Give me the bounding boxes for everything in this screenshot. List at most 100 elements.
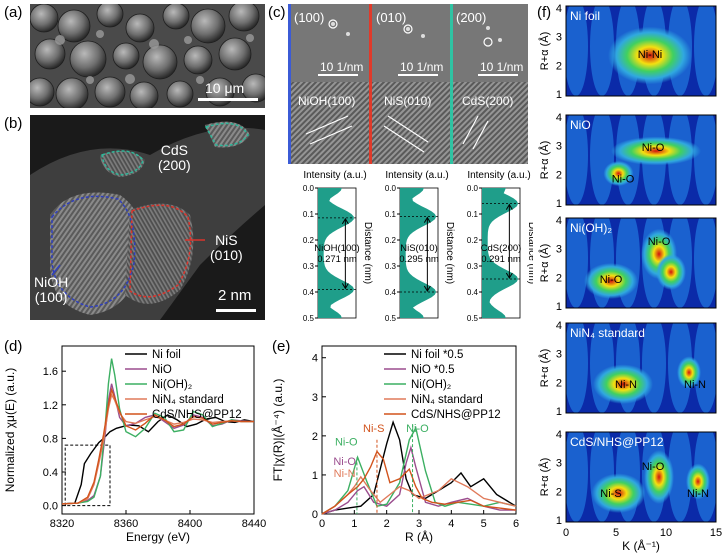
profile-tick-label: 0.1 bbox=[385, 210, 397, 219]
lattice-label-1: NiOH(100) bbox=[298, 94, 356, 108]
fft-scale-1: 10 1/nm bbox=[320, 60, 364, 74]
profile-distance: 0.295 nm bbox=[399, 254, 439, 265]
map-title: Ni foil bbox=[570, 9, 600, 23]
map-blobs bbox=[566, 115, 716, 205]
x-tick-label: 8360 bbox=[114, 518, 138, 530]
map-hotspot bbox=[686, 463, 710, 500]
map-y-tick-label: 1 bbox=[556, 198, 562, 210]
map-y-tick-label: 3 bbox=[556, 349, 562, 361]
fft-scalebar-2 bbox=[398, 74, 438, 76]
map-ripple bbox=[694, 218, 716, 308]
map-y-tick-label: 4 bbox=[556, 320, 562, 332]
series-line bbox=[61, 414, 255, 505]
cds-label: CdS (200) bbox=[158, 143, 191, 173]
map-y-tick-label: 2 bbox=[556, 486, 562, 498]
fft-scale-2: 10 1/nm bbox=[400, 60, 444, 74]
profile-distance: 0.291 nm bbox=[481, 254, 521, 265]
profile-arrowhead-top bbox=[341, 217, 349, 225]
panel-label-f: (f) bbox=[537, 4, 552, 21]
profile-arrowhead-bottom bbox=[505, 272, 513, 279]
sem-spheres bbox=[30, 4, 265, 108]
wavelet-maps: Ni foil Ni-Ni 1 2 3 4 R+α (Å) NiO Ni-O Ni-O 1 2 3 4 R+… bbox=[538, 3, 722, 553]
map-title: CdS/NHS@PP12 bbox=[570, 435, 664, 449]
peak-annotation: Ni-S bbox=[363, 423, 384, 435]
profile-tick-label: 0.4 bbox=[467, 288, 479, 297]
map-y-tick-label: 1 bbox=[556, 89, 562, 101]
x-tick-label: 4 bbox=[448, 518, 454, 530]
fft-plane-1: (100) bbox=[294, 10, 325, 25]
map-y-axis-label: R+α (Å) bbox=[538, 141, 551, 179]
peak-annotation: Ni-N bbox=[334, 468, 356, 480]
lattice-label-3: CdS(200) bbox=[462, 94, 514, 108]
map-x-axis-label: K (Å⁻¹) bbox=[622, 538, 660, 553]
series-line bbox=[321, 450, 517, 515]
legend-label: NiO bbox=[152, 364, 172, 376]
x-tick-label: 8440 bbox=[242, 518, 266, 530]
map-hotspot bbox=[611, 136, 701, 166]
map-ripple bbox=[590, 6, 614, 96]
profile-plots: Intensity (a.u.) NiOH(100)0.271 nm 0.0 0.1 0… bbox=[303, 170, 533, 323]
map-x-tick-label: 0 bbox=[563, 527, 569, 539]
map-y-axis-label: R+α (Å) bbox=[538, 458, 551, 496]
profile-distance: 0.271 nm bbox=[317, 254, 357, 265]
fft-plane-3: (200) bbox=[456, 10, 487, 25]
cds-label-name: CdS bbox=[160, 142, 188, 158]
legend-label: Ni foil bbox=[152, 349, 181, 361]
map-y-tick-label: 3 bbox=[556, 458, 562, 470]
map-hotspot bbox=[591, 473, 646, 513]
plot-frame bbox=[61, 345, 255, 515]
profile-tick-label: 0.2 bbox=[385, 236, 397, 245]
lattice-label-2: NiS(010) bbox=[384, 94, 432, 108]
profile-xlabel: Intensity (a.u.) bbox=[467, 170, 530, 181]
map-hotspot bbox=[603, 160, 634, 187]
map-y-tick-label: 4 bbox=[556, 3, 562, 15]
hrtem-scalebar bbox=[216, 309, 256, 312]
y-axis-label: Normalized χμ(E) (a.u.) bbox=[3, 368, 17, 493]
profile-tick-label: 0.0 bbox=[385, 184, 397, 193]
y-tick-label: 0.4 bbox=[43, 467, 58, 479]
hrtem-graphic bbox=[30, 115, 265, 320]
map-y-tick-label: 2 bbox=[556, 169, 562, 181]
map-blobs bbox=[566, 6, 716, 96]
profile-xlabel: Intensity (a.u.) bbox=[385, 170, 448, 181]
panel-label-d: (d) bbox=[4, 338, 23, 355]
series-line bbox=[61, 358, 254, 505]
profile-tick-label: 0.1 bbox=[467, 210, 479, 219]
xanes-chart: 8320 8360 8400 8440 0.0 0.4 0.8 1.2 1.6 Energy (e… bbox=[3, 345, 266, 544]
map-y-tick-label: 2 bbox=[556, 60, 562, 72]
y-tick-label: 4 bbox=[312, 353, 318, 365]
profile-tick-label: 0.4 bbox=[303, 288, 315, 297]
fft-bar-3 bbox=[450, 4, 453, 164]
y-tick-label: 1.2 bbox=[43, 400, 58, 412]
map-y-tick-label: 2 bbox=[556, 377, 562, 389]
map-hotspot bbox=[677, 356, 701, 389]
y-tick-label: 1 bbox=[312, 470, 318, 482]
profile-tick-label: 0.4 bbox=[385, 288, 397, 297]
legend-label: Ni(OH)₂ bbox=[152, 379, 192, 391]
x-tick-label: 2 bbox=[384, 518, 390, 530]
map-ripple bbox=[694, 115, 716, 205]
legend-label: Ni foil *0.5 bbox=[411, 349, 463, 361]
map-bond-label: Ni-O bbox=[648, 236, 671, 248]
profile-ylabel: Distance (nm) bbox=[526, 222, 533, 284]
map-bond-label: Ni-O bbox=[642, 142, 665, 154]
profile-tick-label: 0.3 bbox=[467, 262, 479, 271]
series-line bbox=[61, 387, 254, 505]
map-y-tick-label: 3 bbox=[556, 244, 562, 256]
x-tick-label: 6 bbox=[513, 518, 519, 530]
map-y-tick-label: 1 bbox=[556, 406, 562, 418]
x-tick-label: 8320 bbox=[50, 518, 74, 530]
map-frame bbox=[565, 5, 717, 97]
profile-tick-label: 0.5 bbox=[467, 314, 479, 323]
map-hotspot bbox=[593, 364, 653, 405]
map-bond-label: Ni-Ni bbox=[638, 49, 662, 61]
map-blobs bbox=[566, 218, 716, 308]
x-tick-label: 1 bbox=[351, 518, 357, 530]
y-axis-label: FT|χ(R)|(Å⁻⁴) (a.u.) bbox=[270, 379, 285, 482]
profile-fill bbox=[482, 188, 519, 318]
zoom-box bbox=[64, 444, 111, 507]
fft-scalebar-1 bbox=[318, 74, 358, 76]
profile-arrowhead-bottom bbox=[423, 285, 431, 292]
peak-annotation: Ni-O bbox=[335, 437, 358, 449]
map-y-tick-label: 1 bbox=[556, 301, 562, 313]
